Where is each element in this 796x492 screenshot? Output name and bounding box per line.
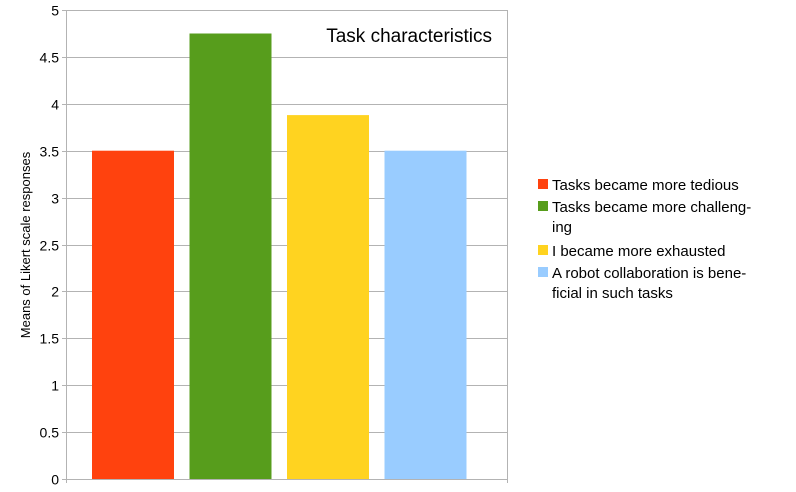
legend-entry: I became more exhausted [538,243,725,260]
y-tick-label: 2.5 [40,238,60,254]
y-tick-label: 4 [51,97,59,113]
legend-label: A robot collaboration is bene- [552,265,746,282]
bar [189,33,272,479]
y-tick-label: 1 [51,378,59,394]
bar [92,150,174,479]
legend-swatch [538,267,548,277]
legend-label: Tasks became more challeng- [552,199,751,216]
legend: Tasks became more tedious Tasks became mo… [538,177,751,302]
y-tick-label: 3.5 [40,144,60,160]
legend-swatch [538,201,548,211]
y-tick-label: 4.5 [40,50,60,66]
legend-label: I became more exhausted [552,243,725,260]
y-tick-label: 0.5 [40,425,60,441]
y-axis-label: Means of Likert scale responses [18,151,33,338]
chart-title: Task characteristics [326,26,492,47]
axes [62,10,508,483]
y-tick-labels: 0 0.5 1 1.5 2 2.5 3 3.5 4 4.5 5 [40,3,60,488]
legend-swatch [538,179,548,189]
y-tick-label: 1.5 [40,331,60,347]
y-tick-label: 2 [51,284,59,300]
legend-label: ficial in such tasks [552,285,673,302]
bar [287,115,369,479]
y-tick-label: 5 [51,3,59,19]
legend-entry: Tasks became more tedious [538,177,739,194]
legend-entry: Tasks became more challeng-ing [538,199,751,236]
legend-label: ing [552,219,572,236]
legend-entry: A robot collaboration is bene-ficial in … [538,265,746,302]
bars [92,33,467,479]
legend-swatch [538,245,548,255]
y-tick-label: 3 [51,191,59,207]
y-tick-label: 0 [51,472,59,488]
bar [384,150,467,479]
legend-label: Tasks became more tedious [552,177,739,194]
